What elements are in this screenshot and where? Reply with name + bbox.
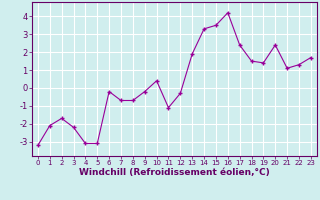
X-axis label: Windchill (Refroidissement éolien,°C): Windchill (Refroidissement éolien,°C)	[79, 168, 270, 177]
